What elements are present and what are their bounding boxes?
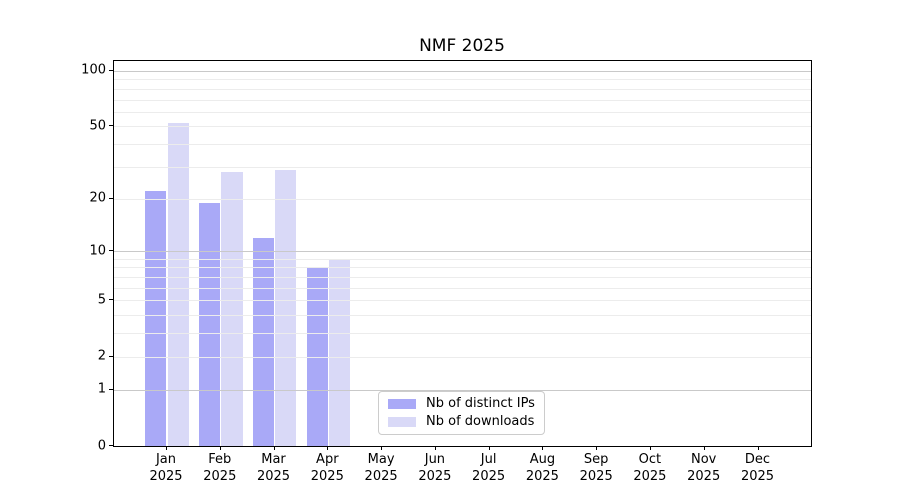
y-tick-label: 20	[89, 190, 106, 206]
gridline-minor	[114, 356, 811, 358]
legend-swatch-downloads	[388, 417, 416, 427]
gridline-minor	[114, 79, 811, 81]
bar-downloads	[275, 169, 297, 446]
x-tick-label: Mar 2025	[256, 452, 291, 484]
legend-label-downloads: Nb of downloads	[426, 414, 535, 429]
x-tick-mark	[381, 446, 383, 450]
x-tick-label: Feb 2025	[203, 452, 237, 484]
bar-distinct-ips	[145, 191, 167, 446]
bar-downloads	[328, 258, 351, 446]
bar-distinct-ips	[199, 202, 221, 446]
x-tick-label: Aug 2025	[525, 452, 559, 484]
x-tick-mark	[166, 446, 167, 450]
x-tick-mark	[757, 446, 759, 450]
gridline-minor	[114, 144, 811, 146]
gridline-minor	[114, 300, 811, 302]
legend-entry-downloads: Nb of downloads	[388, 415, 535, 429]
x-tick-label: Sep 2025	[579, 452, 613, 484]
gridline-minor	[114, 99, 811, 101]
x-tick-label: Jan 2025	[149, 452, 183, 484]
x-tick-mark	[596, 446, 598, 450]
x-tick-mark	[273, 446, 275, 450]
gridline-minor	[114, 315, 811, 317]
x-tick-mark	[542, 446, 544, 450]
plot-area	[113, 60, 812, 447]
y-tick-mark	[109, 445, 113, 446]
y-tick-label: 10	[89, 243, 106, 259]
x-tick-mark	[327, 446, 329, 450]
legend: Nb of distinct IPs Nb of downloads	[378, 391, 545, 435]
gridline-minor	[114, 88, 811, 90]
gridline-minor	[114, 277, 811, 278]
gridline-minor	[114, 258, 811, 260]
bar-distinct-ips	[252, 237, 274, 446]
gridline-minor	[114, 287, 811, 289]
y-tick-mark	[109, 250, 113, 252]
gridline-minor	[114, 198, 811, 200]
x-tick-mark	[703, 446, 705, 450]
legend-swatch-distinct-ips	[388, 399, 416, 409]
y-tick-label: 5	[97, 292, 106, 308]
x-tick-mark	[434, 446, 436, 450]
y-tick-label: 100	[81, 62, 106, 78]
y-tick-mark	[109, 125, 113, 127]
y-tick-mark	[109, 69, 113, 71]
y-tick-label: 1	[97, 381, 106, 397]
y-tick-label: 2	[97, 348, 106, 364]
y-tick-mark	[109, 197, 113, 199]
gridlines-layer	[114, 61, 811, 446]
x-tick-mark	[649, 446, 651, 450]
x-tick-mark	[219, 446, 221, 450]
x-tick-label: Nov 2025	[687, 452, 721, 484]
gridline-major	[114, 389, 811, 391]
legend-label-distinct-ips: Nb of distinct IPs	[426, 396, 535, 411]
chart-title: NMF 2025	[419, 36, 505, 56]
gridline-minor	[114, 166, 811, 168]
gridline-major	[114, 251, 811, 253]
gridline-minor	[114, 333, 811, 335]
y-tick-mark	[109, 388, 113, 390]
legend-entry-distinct-ips: Nb of distinct IPs	[388, 397, 535, 411]
x-tick-label: Oct 2025	[633, 452, 667, 484]
x-tick-mark	[488, 446, 490, 450]
gridline-major	[114, 70, 811, 72]
bar-downloads	[167, 123, 189, 446]
y-tick-mark	[109, 355, 113, 357]
x-tick-label: Dec 2025	[740, 452, 775, 484]
gridline-minor	[114, 267, 811, 269]
x-tick-label: May 2025	[364, 452, 398, 484]
x-tick-label: Jul 2025	[472, 452, 506, 484]
y-tick-mark	[109, 299, 113, 301]
y-tick-label: 0	[97, 438, 106, 453]
x-tick-label: Jun 2025	[418, 452, 452, 484]
bar-downloads	[221, 172, 243, 446]
y-tick-label: 50	[89, 118, 106, 134]
x-tick-label: Apr 2025	[310, 452, 344, 484]
gridline-minor	[114, 126, 811, 128]
gridline-minor	[114, 111, 811, 113]
